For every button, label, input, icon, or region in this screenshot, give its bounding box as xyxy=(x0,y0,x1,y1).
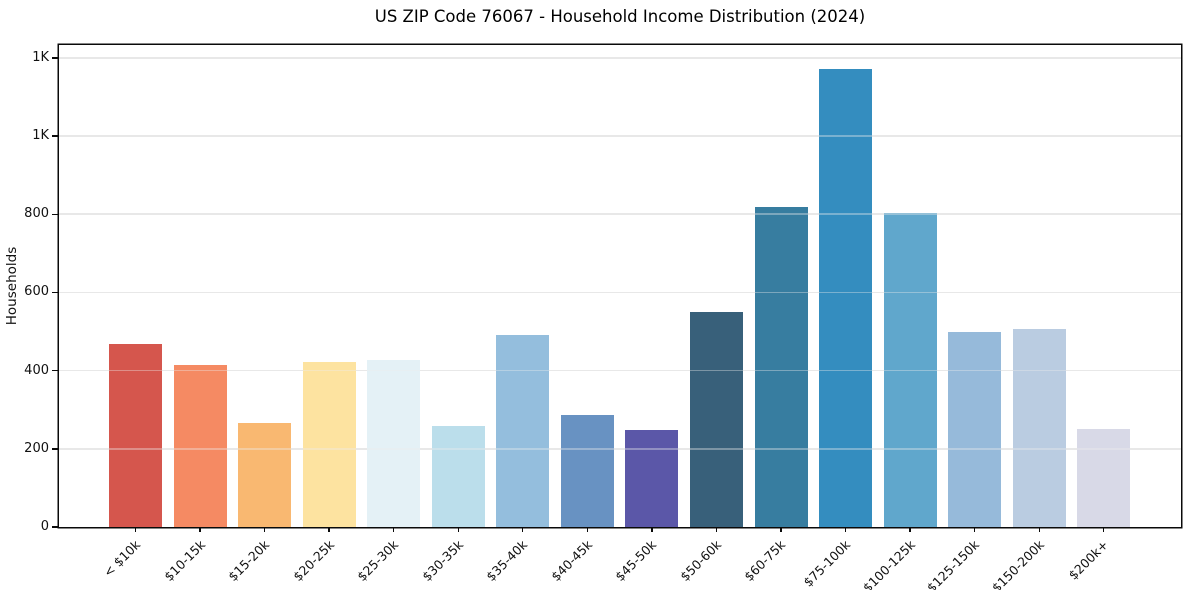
x-tick-label: $200k+ xyxy=(1065,537,1112,583)
y-axis-label: Households xyxy=(4,246,20,326)
bar xyxy=(625,429,679,527)
x-tick-mark xyxy=(909,527,911,532)
x-tick-mark xyxy=(457,527,459,532)
gridline xyxy=(59,57,1181,59)
gridline-overlay xyxy=(59,291,1181,294)
x-tick-label: $20-25k xyxy=(289,537,337,585)
gridline-overlay xyxy=(59,448,1181,450)
x-tick-mark xyxy=(1038,527,1040,532)
x-tick-label: $50-60k xyxy=(677,537,725,585)
x-tick-mark xyxy=(328,527,330,532)
gridline xyxy=(59,135,1181,137)
y-tick-mark xyxy=(52,369,58,372)
gridline-overlay xyxy=(59,213,1181,216)
x-tick-label: $150-200k xyxy=(988,537,1047,590)
gridline-overlay xyxy=(59,135,1181,137)
bar xyxy=(560,414,614,527)
x-tick-label: $40-45k xyxy=(547,537,595,585)
x-tick-mark xyxy=(199,527,201,532)
bar xyxy=(302,362,356,527)
chart-title: US ZIP Code 76067 - Household Income Dis… xyxy=(374,7,866,26)
x-tick-label: $10-15k xyxy=(160,537,208,585)
y-tick-label: 1K xyxy=(32,49,49,65)
x-tick-label: $75-100k xyxy=(800,537,854,590)
y-tick-mark xyxy=(52,57,58,59)
x-tick-mark xyxy=(586,527,589,532)
y-tick-label: 800 xyxy=(24,206,49,222)
bar xyxy=(431,426,485,527)
bar xyxy=(819,68,873,527)
x-tick-label: $25-30k xyxy=(354,537,402,585)
x-tick-label: $30-35k xyxy=(418,537,466,585)
y-tick-label: 400 xyxy=(24,362,49,378)
y-tick-label: 600 xyxy=(24,284,49,300)
x-tick-label: $125-150k xyxy=(923,537,983,590)
gridline xyxy=(59,291,1181,294)
bar xyxy=(754,207,808,527)
gridline xyxy=(59,448,1181,450)
y-tick-label: 1K xyxy=(32,128,49,144)
y-tick-mark xyxy=(52,291,58,294)
x-tick-mark xyxy=(844,527,847,532)
bar xyxy=(1077,428,1131,527)
x-tick-mark xyxy=(651,527,653,532)
x-tick-label: $35-40k xyxy=(483,537,531,585)
x-tick-label: $45-50k xyxy=(612,537,660,585)
y-tick-mark xyxy=(52,448,58,450)
y-tick-mark xyxy=(52,213,58,215)
gridline-overlay xyxy=(59,369,1181,372)
x-tick-mark xyxy=(263,527,266,532)
x-tick-mark xyxy=(522,527,524,532)
x-tick-label: < $10k xyxy=(100,537,144,580)
bar xyxy=(496,335,550,527)
plot-area xyxy=(59,45,1181,527)
x-tick-label: $100-125k xyxy=(859,537,918,590)
x-tick-mark xyxy=(134,527,137,532)
y-tick-label: 200 xyxy=(24,440,49,456)
x-tick-mark xyxy=(1103,527,1105,532)
bar xyxy=(1012,329,1066,527)
x-tick-label: $15-20k xyxy=(225,537,273,585)
x-tick-label: $60-75k xyxy=(741,537,789,585)
gridline xyxy=(59,369,1181,372)
bar xyxy=(367,360,421,527)
x-tick-mark xyxy=(780,527,782,532)
x-tick-mark xyxy=(715,527,718,532)
y-tick-mark xyxy=(52,526,58,528)
gridline-overlay xyxy=(59,57,1181,59)
bar xyxy=(109,344,162,527)
x-tick-mark xyxy=(973,527,976,532)
y-tick-mark xyxy=(52,135,58,137)
y-tick-label: 0 xyxy=(40,519,49,534)
bar xyxy=(173,364,227,527)
bar xyxy=(238,422,292,527)
x-tick-mark xyxy=(393,527,395,532)
gridline xyxy=(59,213,1181,216)
bar xyxy=(948,331,1002,527)
bar xyxy=(883,213,937,527)
bar xyxy=(689,311,743,527)
